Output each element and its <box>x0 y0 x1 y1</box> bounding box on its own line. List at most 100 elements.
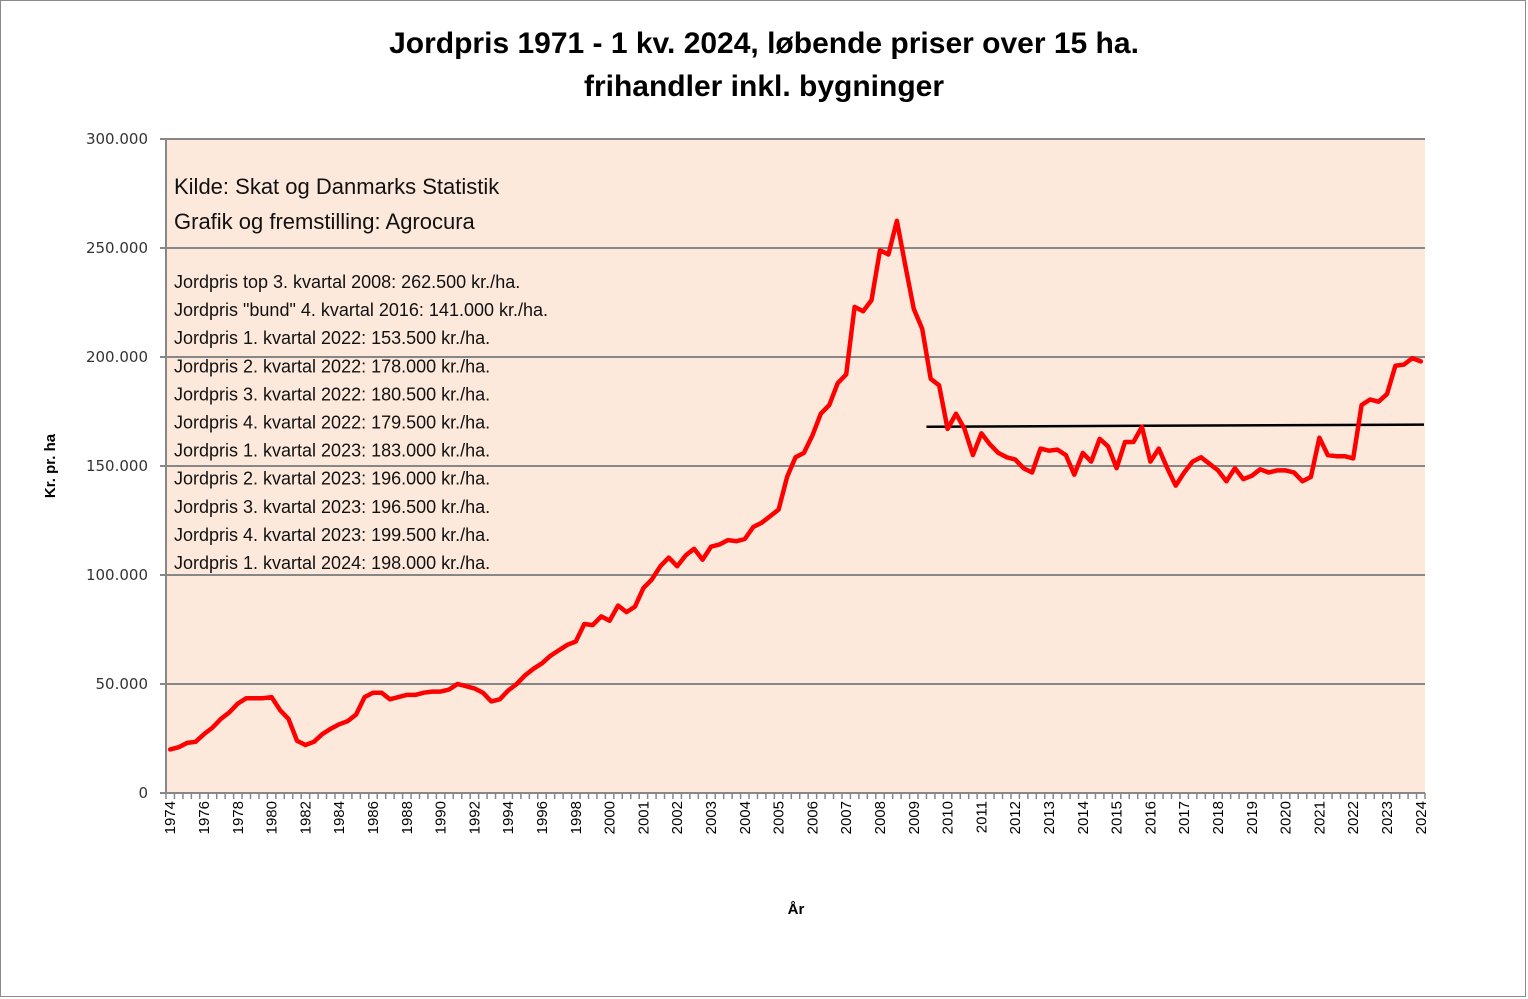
x-tick-label: 2004 <box>737 801 754 834</box>
y-tick-label: 150.000 <box>86 457 148 475</box>
x-tick-label: 2013 <box>1041 801 1058 834</box>
data-point <box>337 722 341 726</box>
data-point <box>785 475 789 479</box>
data-point <box>658 564 662 568</box>
data-point <box>396 695 400 699</box>
data-point <box>920 327 924 331</box>
data-point <box>1317 436 1321 440</box>
data-point <box>760 521 764 525</box>
x-tick-label: 2007 <box>838 801 855 834</box>
data-point <box>472 686 476 690</box>
data-point <box>270 695 274 699</box>
data-point <box>929 377 933 381</box>
data-point <box>540 661 544 665</box>
data-point <box>1123 440 1127 444</box>
data-point <box>625 610 629 614</box>
x-tick-label: 1974 <box>162 801 179 834</box>
data-point <box>447 687 451 691</box>
data-point <box>506 689 510 693</box>
x-tick-label: 2016 <box>1142 801 1159 834</box>
x-tick-label: 2001 <box>635 801 652 834</box>
data-point <box>574 639 578 643</box>
data-point <box>303 743 307 747</box>
data-point <box>1191 460 1195 464</box>
x-tick-label: 2018 <box>1210 801 1227 834</box>
data-point <box>489 699 493 703</box>
data-point <box>557 648 561 652</box>
data-point <box>1199 455 1203 459</box>
data-point <box>616 604 620 608</box>
price-annotation: Jordpris 1. kvartal 2023: 183.000 kr./ha… <box>174 441 490 461</box>
data-point <box>253 696 257 700</box>
data-point <box>456 682 460 686</box>
x-tick-label: 2009 <box>906 801 923 834</box>
chart-title-line-1: Jordpris 1971 - 1 kv. 2024, løbende pris… <box>389 27 1139 60</box>
price-annotation: Jordpris 1. kvartal 2024: 198.000 kr./ha… <box>174 553 490 573</box>
data-point <box>1241 477 1245 481</box>
data-point <box>633 605 637 609</box>
data-point <box>405 693 409 697</box>
data-point <box>1250 474 1254 478</box>
price-annotation: Jordpris 4. kvartal 2022: 179.500 kr./ha… <box>174 413 490 433</box>
data-point <box>1275 468 1279 472</box>
data-point <box>413 693 417 697</box>
data-point <box>1039 447 1043 451</box>
data-point <box>168 747 172 751</box>
x-tick-label: 2003 <box>703 801 720 834</box>
x-tick-label: 1976 <box>196 801 213 834</box>
data-point <box>1360 403 1364 407</box>
price-annotation: Jordpris top 3. kvartal 2008: 262.500 kr… <box>174 272 520 292</box>
data-point <box>532 667 536 671</box>
data-point <box>1098 437 1102 441</box>
data-point <box>1267 471 1271 475</box>
data-point <box>1284 468 1288 472</box>
data-point <box>1343 454 1347 458</box>
data-point <box>177 745 181 749</box>
data-points <box>168 219 1423 751</box>
x-tick-label: 2024 <box>1413 801 1430 834</box>
data-point <box>886 253 890 257</box>
data-point <box>481 691 485 695</box>
x-tick-label: 1982 <box>297 801 314 834</box>
y-axis-ticks: 0 50.000 100.000 150.000 200.000 250.000 300.0… <box>86 130 166 802</box>
x-tick-label: 2019 <box>1244 801 1261 834</box>
chart-title-line-2: frihandler inkl. bygninger <box>584 70 944 103</box>
data-point <box>861 309 865 313</box>
reference-line <box>926 423 1425 429</box>
data-point <box>1047 449 1051 453</box>
data-point <box>650 577 654 581</box>
x-tick-label: 1990 <box>433 801 450 834</box>
data-point <box>709 545 713 549</box>
data-point <box>979 431 983 435</box>
data-point <box>768 514 772 518</box>
data-point <box>1402 363 1406 367</box>
data-point <box>1115 466 1119 470</box>
data-point <box>777 508 781 512</box>
data-point <box>641 586 645 590</box>
data-point <box>726 538 730 542</box>
data-point <box>1055 448 1059 452</box>
data-point <box>996 451 1000 455</box>
data-point <box>802 451 806 455</box>
data-point <box>743 537 747 541</box>
data-point <box>701 558 705 562</box>
data-point <box>464 684 468 688</box>
data-point <box>261 696 265 700</box>
data-point <box>582 622 586 626</box>
price-annotation: Jordpris 2. kvartal 2023: 196.000 kr./ha… <box>174 469 490 489</box>
data-point <box>1005 455 1009 459</box>
data-point <box>895 219 899 223</box>
data-point <box>734 539 738 543</box>
data-point <box>1300 479 1304 483</box>
price-annotation: Jordpris 3. kvartal 2022: 180.500 kr./ha… <box>174 384 490 404</box>
data-point <box>1258 467 1262 471</box>
data-point <box>548 654 552 658</box>
data-point <box>320 732 324 736</box>
data-point <box>185 741 189 745</box>
data-point <box>354 713 358 717</box>
data-point <box>836 381 840 385</box>
y-tick-label: 50.000 <box>96 675 149 693</box>
x-tick-label: 2010 <box>940 801 957 834</box>
data-point <box>1216 468 1220 472</box>
x-tick-label: 2017 <box>1176 801 1193 834</box>
